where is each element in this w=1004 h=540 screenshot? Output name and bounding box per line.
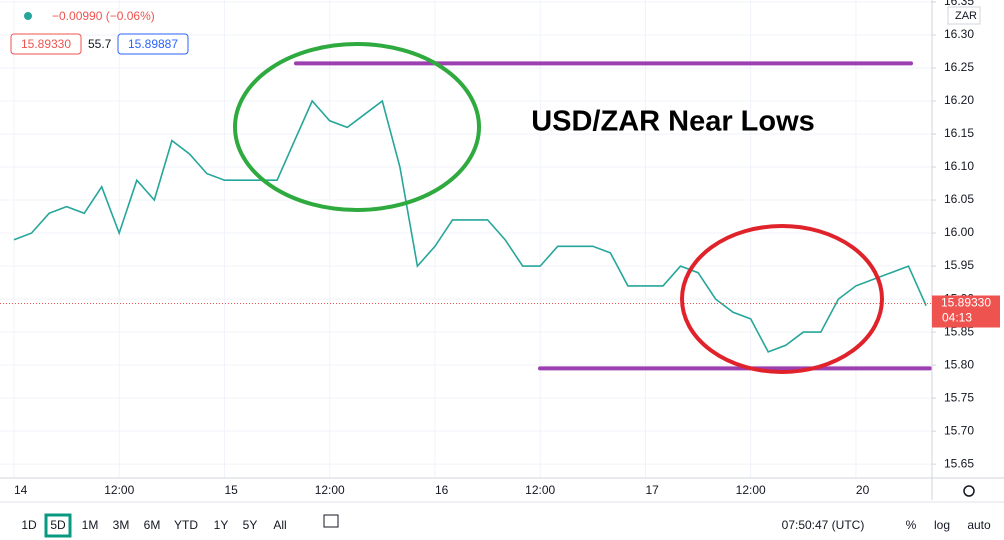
spread: 55.7 — [88, 37, 112, 51]
log-toggle[interactable]: log — [934, 518, 950, 532]
y-tick-label: 16.35 — [944, 0, 974, 8]
y-tick-label: 16.30 — [944, 27, 974, 41]
annotation: USD/ZAR Near Lows — [531, 106, 815, 138]
x-tick-label: 14 — [14, 483, 28, 497]
x-tick-label: 12:00 — [315, 483, 345, 497]
y-tick-label: 16.25 — [944, 60, 974, 74]
currency-box[interactable] — [947, 6, 981, 25]
y-tick-label: 16.15 — [944, 126, 974, 140]
y-tick-label: 15.95 — [944, 258, 974, 272]
x-tick-label: 12:00 — [104, 483, 134, 497]
currency: ZAR — [955, 10, 977, 22]
y-tick-label: 16.20 — [944, 93, 974, 107]
x-tick-label: 17 — [645, 483, 659, 497]
status-dot — [24, 12, 32, 20]
compare-icon[interactable] — [323, 514, 339, 528]
toolbar: 1D 5D 1M 3M 6M YTD 1Y 5Y All — [21, 513, 287, 538]
price-line — [13, 99, 927, 353]
highlight-ellipse — [233, 42, 481, 212]
active-range — [44, 513, 72, 538]
settings-icon[interactable] — [963, 485, 975, 497]
x-tick-label: 12:00 — [736, 483, 766, 497]
range-button[interactable]: 1M — [82, 518, 99, 532]
y-tick-label: 15.70 — [944, 423, 974, 437]
range-button[interactable]: 5Y — [243, 518, 258, 532]
bid-box[interactable] — [10, 33, 82, 55]
auto-toggle[interactable]: auto — [967, 518, 991, 532]
range-button[interactable]: All — [273, 518, 286, 532]
clock: 07:50:47 (UTC) — [782, 518, 865, 532]
range-button[interactable]: 1D — [21, 518, 37, 532]
highlight-ellipse — [680, 224, 884, 374]
x-tick-label: 20 — [856, 483, 870, 497]
bid: 15.89330 — [21, 37, 71, 51]
x-tick-label: 12:00 — [525, 483, 555, 497]
x-tick-label: 16 — [435, 483, 449, 497]
percent-toggle[interactable]: % — [906, 518, 917, 532]
y-tick-label: 16.00 — [944, 225, 974, 239]
range-button[interactable]: 6M — [144, 518, 161, 532]
y-tick-label: 15.85 — [944, 324, 974, 338]
y-tick-label: 15.75 — [944, 390, 974, 404]
y-tick-label: 16.10 — [944, 159, 974, 173]
range-button[interactable]: 5D — [50, 518, 66, 532]
change: −0.00990 (−0.06%) — [52, 9, 155, 23]
y-tick-label: 15.65 — [944, 456, 974, 470]
y-tick-label: 15.80 — [944, 357, 974, 371]
last-price-tag — [932, 295, 1000, 328]
range-button[interactable]: YTD — [174, 518, 198, 532]
ask-box[interactable] — [117, 33, 189, 55]
range-button[interactable]: 1Y — [214, 518, 229, 532]
ask: 15.89887 — [128, 37, 178, 51]
range-button[interactable]: 3M — [113, 518, 130, 532]
y-tick-label: 16.05 — [944, 192, 974, 206]
x-tick-label: 15 — [224, 483, 238, 497]
countdown: 04:13 — [942, 311, 972, 325]
last-price-label: 15.89330 — [941, 296, 991, 310]
